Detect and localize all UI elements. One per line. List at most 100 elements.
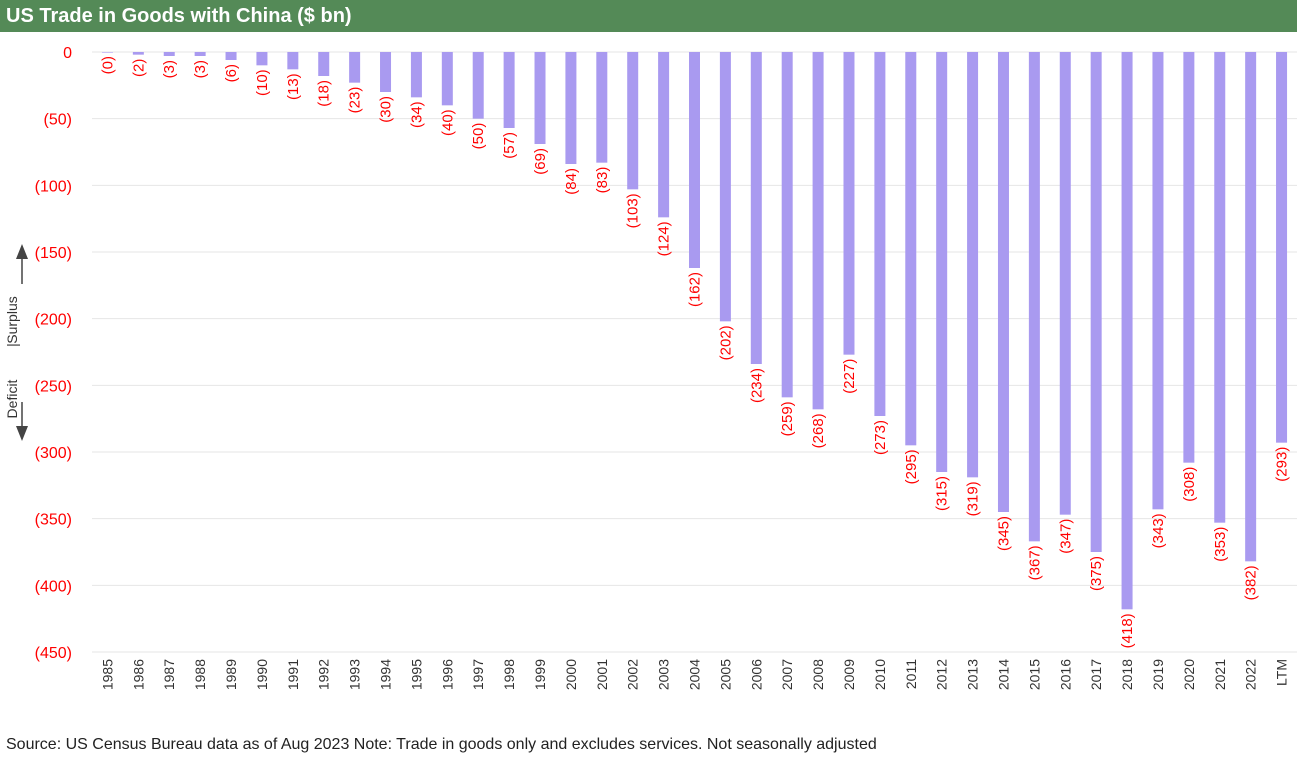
bar <box>349 52 361 83</box>
bar <box>1152 52 1164 510</box>
bar <box>194 52 206 56</box>
x-tick-label: 1986 <box>130 659 146 690</box>
bar <box>1245 52 1257 562</box>
data-label: (3) <box>192 60 209 78</box>
x-tick-label: 1988 <box>192 659 208 690</box>
bar <box>905 52 917 446</box>
x-tick-label: 2009 <box>841 659 857 690</box>
chart-title: US Trade in Goods with China ($ bn) <box>0 0 1297 32</box>
x-tick-label: 1985 <box>99 659 115 690</box>
y-tick-label: (250) <box>35 378 72 395</box>
bar <box>1028 52 1040 542</box>
y-tick-label: (100) <box>35 178 72 195</box>
x-tick-label: 2003 <box>656 659 672 690</box>
separator-label: | <box>4 343 20 347</box>
x-tick-label: 2006 <box>748 659 764 690</box>
data-label: (124) <box>656 221 673 256</box>
y-tick-label: (200) <box>35 312 72 329</box>
data-label: (353) <box>1212 527 1229 562</box>
x-tick-label: 1987 <box>161 659 177 690</box>
data-label: (367) <box>1026 545 1043 580</box>
data-label: (227) <box>841 359 858 394</box>
bar <box>503 52 515 128</box>
data-label: (319) <box>965 481 982 516</box>
bar <box>596 52 608 163</box>
data-label: (375) <box>1088 556 1105 591</box>
y-tick-label: (400) <box>35 578 72 595</box>
x-tick-label: 2012 <box>934 659 950 690</box>
x-tick-label: 2000 <box>563 659 579 690</box>
bar <box>318 52 330 76</box>
y-axis-ticks: 0 (50) (100) (150) (200) (250) (300) (350) (400)… <box>35 45 72 662</box>
bar <box>874 52 886 416</box>
x-tick-label: 2004 <box>687 659 703 690</box>
x-tick-label: 1995 <box>408 659 424 690</box>
data-label: (308) <box>1181 467 1198 502</box>
x-tick-label: 2010 <box>872 659 888 690</box>
data-label: (343) <box>1150 513 1167 548</box>
x-tick-label: 1994 <box>378 659 394 690</box>
data-label: (345) <box>995 516 1012 551</box>
data-label: (347) <box>1057 519 1074 554</box>
x-axis-ticks: 1985 1986 1987 1988 1989 1990 1991 1992 1993 1994… <box>99 659 1289 690</box>
data-label: (295) <box>903 449 920 484</box>
data-label: (69) <box>532 148 549 175</box>
data-label: (418) <box>1119 613 1136 648</box>
bar <box>534 52 546 144</box>
data-label: (268) <box>810 413 827 448</box>
down-arrow-icon <box>16 426 28 441</box>
x-tick-label: 1996 <box>439 659 455 690</box>
bar <box>410 52 422 98</box>
bar <box>967 52 979 478</box>
x-tick-label: 1991 <box>285 659 301 690</box>
bar <box>441 52 453 106</box>
y-tick-label: 0 <box>63 45 72 62</box>
bar <box>1121 52 1133 610</box>
bar <box>380 52 392 92</box>
bar <box>132 52 144 55</box>
x-tick-label: 2022 <box>1243 659 1259 690</box>
data-label: (18) <box>316 80 333 107</box>
data-label: (34) <box>408 101 425 128</box>
data-label: (273) <box>872 420 889 455</box>
data-label: (13) <box>285 73 302 100</box>
source-note: Source: US Census Bureau data as of Aug … <box>6 736 877 753</box>
y-tick-label: (450) <box>35 645 72 662</box>
y-tick-label: (300) <box>35 445 72 462</box>
bar <box>225 52 237 60</box>
bar <box>781 52 793 398</box>
data-label: (103) <box>625 193 642 228</box>
x-tick-label: 2001 <box>594 659 610 690</box>
data-label: (2) <box>130 59 147 77</box>
data-label: (315) <box>934 476 951 511</box>
bar <box>1214 52 1226 523</box>
x-tick-label: 1992 <box>316 659 332 690</box>
bar <box>472 52 484 119</box>
x-tick-label: 2020 <box>1181 659 1197 690</box>
x-tick-label: 2013 <box>965 659 981 690</box>
surplus-deficit-annotation: Surplus | Deficit <box>4 244 28 441</box>
data-label: (0) <box>99 56 116 74</box>
x-tick-label: 2014 <box>995 659 1011 690</box>
x-tick-label: 1998 <box>501 659 517 690</box>
data-label: (234) <box>748 368 765 403</box>
bar <box>1183 52 1195 463</box>
bar <box>689 52 700 268</box>
bar <box>1090 52 1102 552</box>
bar <box>936 52 948 472</box>
x-tick-label: 1993 <box>347 659 363 690</box>
x-tick-label: 2017 <box>1088 659 1104 690</box>
bar <box>627 52 639 190</box>
bar <box>1059 52 1071 515</box>
x-tick-label: 1999 <box>532 659 548 690</box>
up-arrow-icon <box>16 244 28 259</box>
x-tick-label: 2019 <box>1150 659 1166 690</box>
bar <box>101 52 113 53</box>
x-tick-label: 2021 <box>1212 659 1228 690</box>
x-tick-label: 2015 <box>1026 659 1042 690</box>
data-label: (3) <box>161 60 178 78</box>
x-tick-label: 2008 <box>810 659 826 690</box>
grid-lines <box>92 51 1297 653</box>
data-label: (23) <box>347 87 364 114</box>
surplus-label: Surplus <box>4 296 20 343</box>
